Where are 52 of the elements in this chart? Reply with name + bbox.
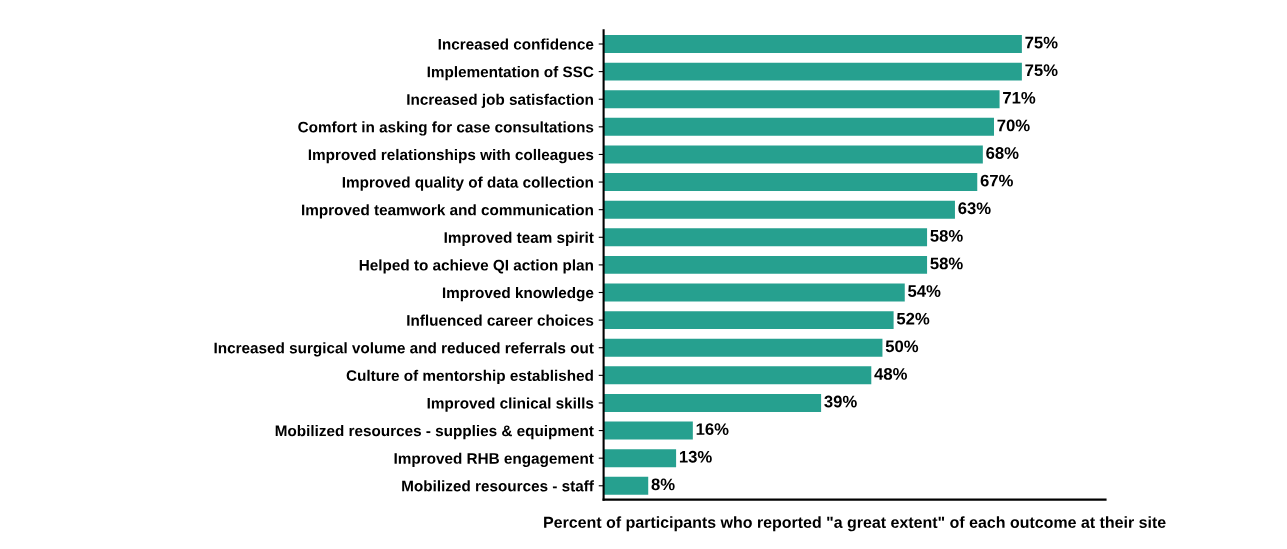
data-label: 50%	[885, 340, 919, 353]
bar	[603, 476, 649, 495]
y-tick-label: Improved relationships with colleagues	[308, 148, 594, 164]
y-tick-label: Increased surgical volume and reduced referrals out	[214, 342, 594, 357]
bar	[603, 117, 994, 136]
data-label: 71%	[1003, 91, 1036, 104]
y-tick-label: Mobilized resources - staff	[402, 480, 594, 492]
y-tick-label: Improved team spirit	[444, 231, 594, 246]
y-tick-label: Increased job satisfaction	[407, 93, 593, 108]
bar	[603, 228, 928, 247]
y-tick-label: Helped to achieve QI action plan	[359, 259, 593, 274]
data-label: 58%	[930, 229, 963, 242]
data-label: 13%	[679, 450, 712, 463]
data-label: 70%	[997, 119, 1030, 132]
y-tick-label: Influenced career choices	[407, 314, 594, 326]
data-label: 58%	[930, 257, 963, 270]
bar	[603, 90, 1000, 109]
data-label: 16%	[696, 423, 729, 436]
bar	[603, 338, 883, 357]
bar	[603, 173, 978, 192]
data-label: 8%	[651, 478, 675, 491]
y-tick-label: Mobilized resources - supplies & equipment	[275, 425, 594, 440]
bar	[603, 449, 677, 468]
data-label: 63%	[958, 202, 991, 215]
bar	[603, 283, 905, 302]
y-tick-label: Improved teamwork and communication	[302, 204, 593, 219]
data-label: 39%	[824, 395, 857, 408]
y-tick-label: Improved quality of data collection	[342, 176, 593, 191]
data-label: 54%	[908, 285, 941, 297]
bar	[603, 200, 955, 219]
y-tick-label: Increased confidence	[438, 38, 594, 50]
data-label: 48%	[874, 368, 907, 380]
data-label: 75%	[1025, 64, 1058, 77]
bar	[603, 35, 1022, 53]
data-label: 67%	[980, 174, 1013, 187]
y-tick-label: Implementation of SSC	[427, 66, 594, 81]
x-axis-title: Percent of participants who reported "a great extent" of each outcome at their site	[544, 516, 1166, 532]
bar	[603, 145, 983, 164]
y-tick-label: Improved clinical skills	[427, 397, 594, 412]
bar	[603, 311, 894, 330]
data-label: 75%	[1025, 36, 1058, 49]
bar	[603, 421, 693, 440]
y-tick-label: Comfort in asking for case consultations	[298, 121, 594, 136]
y-tick-label: Improved knowledge	[442, 286, 594, 302]
data-label: 68%	[986, 147, 1019, 159]
y-tick-label: Culture of mentorship established	[346, 369, 593, 385]
bar	[603, 255, 928, 274]
data-label: 52%	[896, 312, 930, 325]
bar	[603, 62, 1022, 81]
bar	[603, 366, 872, 385]
y-tick-label: Improved RHB engagement	[394, 452, 594, 467]
bar	[603, 393, 822, 412]
